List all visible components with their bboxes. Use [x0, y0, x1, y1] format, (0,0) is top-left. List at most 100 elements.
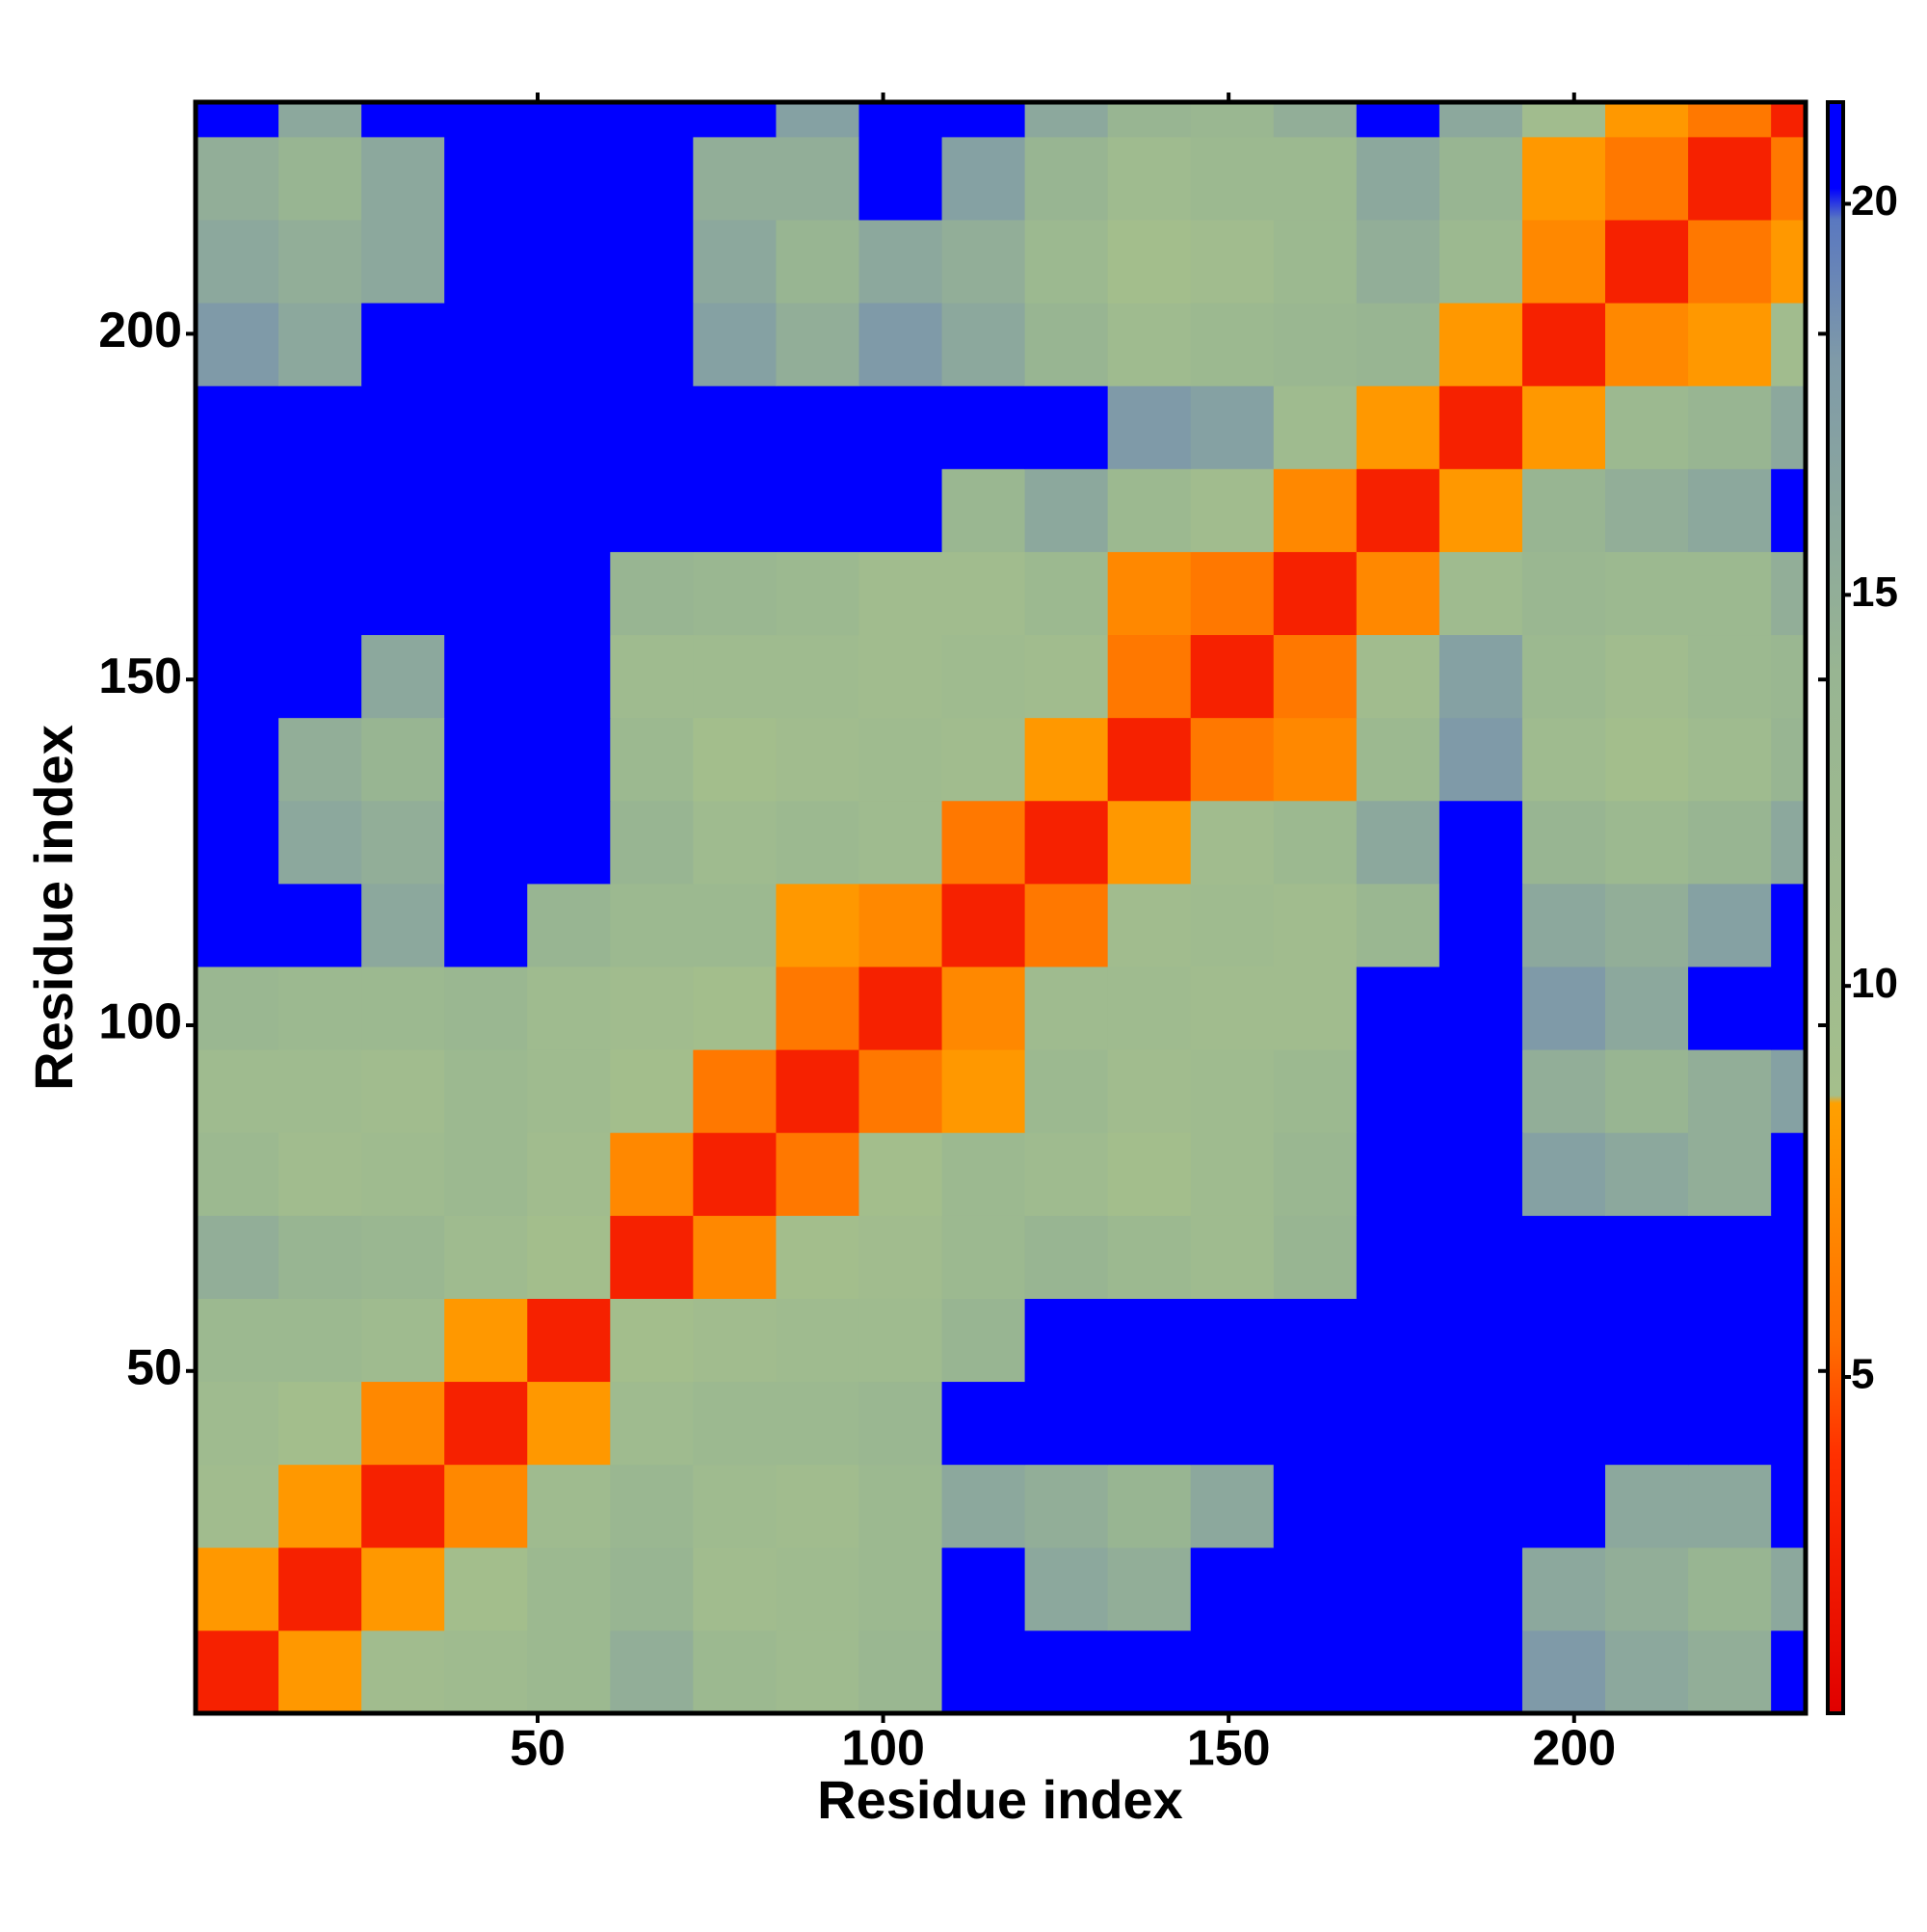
heatmap-cell: [1190, 468, 1275, 552]
heatmap-cell: [610, 468, 694, 552]
heatmap-cell: [444, 303, 528, 386]
heatmap-cell: [1356, 102, 1440, 138]
heatmap-cell: [1605, 634, 1689, 719]
heatmap-cell: [1273, 468, 1358, 552]
heatmap-cell: [278, 883, 362, 967]
heatmap-cell: [1688, 1215, 1772, 1299]
heatmap-cell: [527, 1298, 611, 1383]
heatmap-cell: [1273, 800, 1358, 885]
heatmap-cell: [444, 1215, 528, 1299]
heatmap-cell: [1190, 1298, 1275, 1383]
heatmap-cell: [1439, 1629, 1523, 1714]
heatmap-cell: [1107, 717, 1192, 802]
heatmap-cell: [858, 385, 943, 469]
heatmap-cell: [1273, 1381, 1358, 1466]
heatmap-cell: [361, 1629, 445, 1714]
heatmap-cell: [1521, 219, 1606, 304]
heatmap-cell: [858, 303, 943, 386]
plot-frame: [193, 99, 1808, 1716]
heatmap-cell: [693, 136, 777, 221]
heatmap-cell: [693, 883, 777, 967]
heatmap-cell: [1190, 1629, 1275, 1714]
heatmap-cell: [776, 136, 859, 221]
heatmap-cell: [196, 1629, 279, 1714]
heatmap-cell: [1605, 551, 1689, 636]
heatmap-cell: [1273, 102, 1358, 138]
heatmap-cell: [361, 385, 445, 469]
heatmap-cell: [361, 468, 445, 552]
y-tick-label: 100: [98, 994, 182, 1050]
heatmap-cell: [1356, 219, 1440, 304]
heatmap-cell: [1190, 1049, 1275, 1133]
heatmap-cell: [1356, 136, 1440, 221]
heatmap-cell: [1439, 551, 1523, 636]
heatmap-cell: [858, 800, 943, 885]
heatmap-cell: [1605, 303, 1689, 386]
heatmap-cell: [1107, 883, 1192, 967]
heatmap-cell: [1273, 883, 1358, 967]
heatmap-cell: [527, 966, 611, 1050]
heatmap-cell: [1024, 634, 1109, 719]
heatmap-cell: [1688, 1298, 1772, 1383]
heatmap-cell: [1439, 1298, 1523, 1383]
heatmap-cell: [444, 1629, 528, 1714]
heatmap-cell: [693, 1049, 777, 1133]
heatmap-cell: [444, 102, 528, 138]
heatmap-cell: [776, 1381, 859, 1466]
heatmap-cell: [278, 1215, 362, 1299]
heatmap-cell: [1521, 1464, 1606, 1548]
heatmap-cell: [196, 1215, 279, 1299]
heatmap-cell: [278, 551, 362, 636]
heatmap-cell: [444, 717, 528, 802]
heatmap-cell: [693, 385, 777, 469]
heatmap-cell: [1688, 966, 1772, 1050]
heatmap-cell: [1190, 717, 1275, 802]
heatmap-cell: [1688, 1547, 1772, 1631]
y-axis-label: Residue index: [23, 725, 84, 1091]
heatmap-cell: [1521, 468, 1606, 552]
heatmap-cell: [610, 634, 694, 719]
heatmap-cell: [527, 303, 611, 386]
heatmap-cell: [1439, 966, 1523, 1050]
heatmap-cell: [361, 1381, 445, 1466]
heatmap-cell: [858, 966, 943, 1050]
heatmap-cell: [1024, 1049, 1109, 1133]
heatmap-cell: [1107, 1547, 1192, 1631]
heatmap-cell: [693, 1629, 777, 1714]
heatmap-cell: [1107, 800, 1192, 885]
heatmap-cell: [776, 219, 859, 304]
heatmap-cell: [1024, 883, 1109, 967]
heatmap-cell: [610, 1547, 694, 1631]
heatmap-cell: [610, 385, 694, 469]
heatmap-cell: [1273, 1132, 1358, 1216]
heatmap-cell: [776, 385, 859, 469]
heatmap-cell: [278, 1132, 362, 1216]
heatmap-cell: [278, 1547, 362, 1631]
heatmap-cell: [278, 800, 362, 885]
heatmap-cell: [196, 800, 279, 885]
heatmap-cell: [858, 634, 943, 719]
heatmap-cell: [1521, 717, 1606, 802]
colorbar-tick-label: 20: [1851, 177, 1898, 225]
heatmap-cell: [361, 219, 445, 304]
heatmap-cell: [941, 385, 1026, 469]
heatmap-cell: [941, 1381, 1026, 1466]
heatmap-cell: [941, 883, 1026, 967]
heatmap-cell: [776, 102, 859, 138]
heatmap-cell: [610, 717, 694, 802]
heatmap-cell: [1688, 303, 1772, 386]
heatmap-cell: [278, 634, 362, 719]
heatmap-cell: [1521, 1547, 1606, 1631]
heatmap-cell: [1024, 1215, 1109, 1299]
heatmap-cell: [196, 966, 279, 1050]
heatmap-cell: [776, 1547, 859, 1631]
heatmap-cell: [1356, 717, 1440, 802]
heatmap-cell: [1521, 385, 1606, 469]
heatmap-cell: [527, 385, 611, 469]
heatmap-cell: [1190, 102, 1275, 138]
heatmap-cell: [444, 800, 528, 885]
heatmap-cell: [1771, 551, 1807, 636]
heatmap-cell: [1273, 551, 1358, 636]
heatmap-cell: [1605, 1049, 1689, 1133]
heatmap-cell: [527, 1049, 611, 1133]
